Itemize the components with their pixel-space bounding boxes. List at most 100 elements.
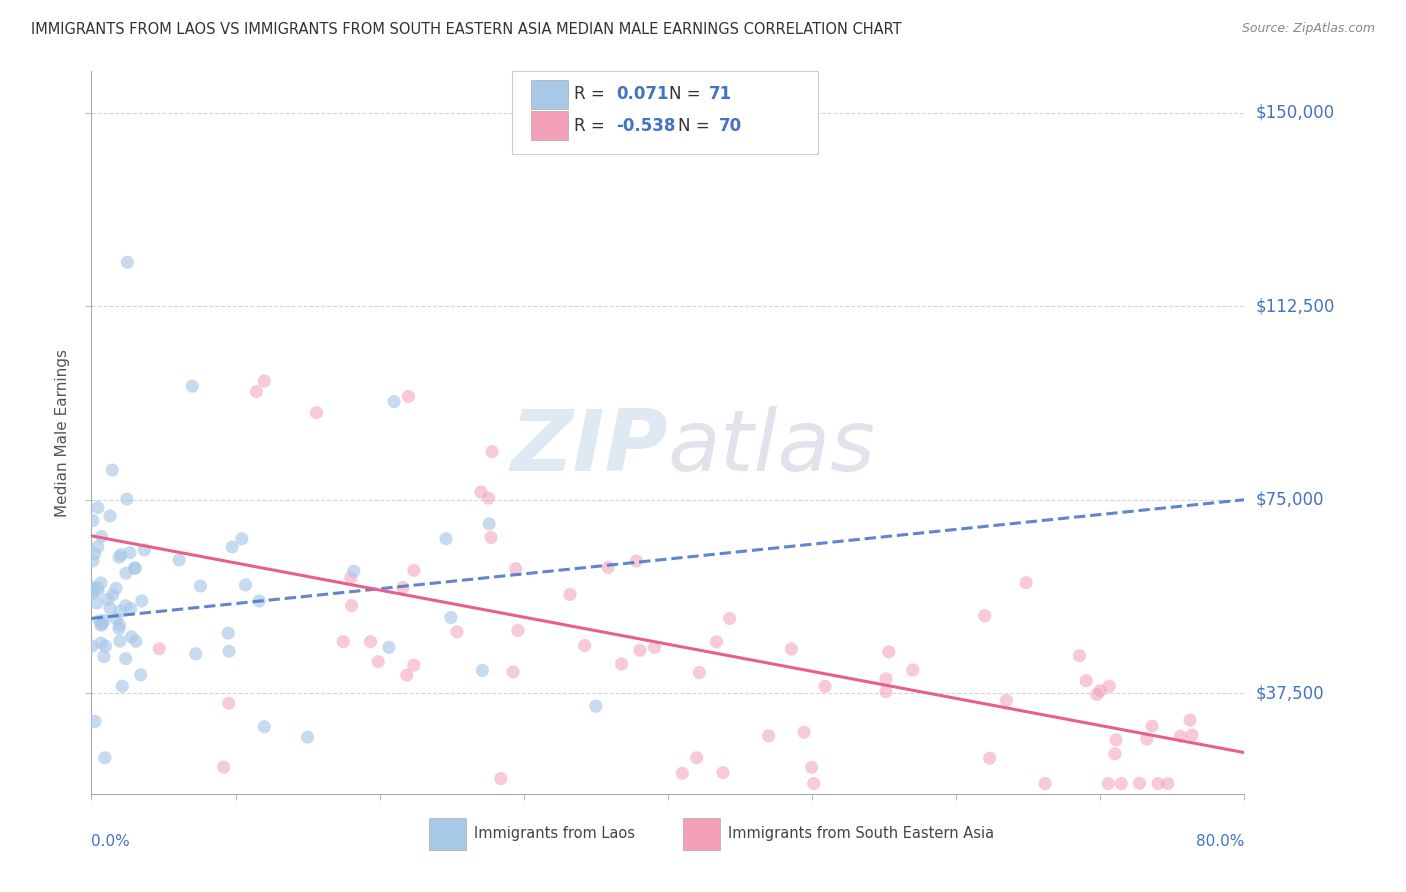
Point: [1097, 776, 1119, 790]
Point: [378, 640, 401, 655]
Point: [87, 583, 110, 598]
Point: [979, 751, 1001, 765]
Point: [1136, 732, 1159, 747]
Point: [97, 592, 120, 607]
Point: [101, 588, 124, 602]
Point: [90, 618, 112, 632]
FancyBboxPatch shape: [512, 70, 818, 154]
Text: $150,000: $150,000: [1256, 103, 1334, 121]
Point: [396, 389, 419, 403]
Point: [94, 751, 117, 765]
Point: [120, 601, 142, 615]
Point: [685, 751, 707, 765]
Point: [502, 665, 524, 679]
Point: [148, 641, 170, 656]
Point: [711, 765, 734, 780]
Point: [585, 699, 607, 714]
Point: [382, 394, 405, 409]
Text: ZIP: ZIP: [510, 406, 668, 489]
Text: 70: 70: [718, 117, 742, 135]
Point: [131, 594, 153, 608]
Point: [90, 576, 112, 591]
Point: [80, 639, 103, 653]
Point: [94, 639, 117, 653]
Text: 0.071: 0.071: [616, 86, 668, 103]
Point: [471, 664, 494, 678]
Text: R =: R =: [575, 86, 610, 103]
Point: [93, 614, 115, 628]
Text: N =: N =: [678, 117, 716, 135]
Point: [84, 714, 107, 729]
Point: [218, 696, 240, 710]
Point: [489, 772, 512, 786]
Point: [506, 624, 529, 638]
Point: [1098, 679, 1121, 693]
Point: [470, 485, 492, 500]
Point: [706, 635, 728, 649]
Point: [574, 639, 596, 653]
Point: [90, 529, 112, 543]
Point: [800, 760, 823, 774]
Point: [125, 634, 148, 648]
Text: Immigrants from Laos: Immigrants from Laos: [474, 826, 636, 841]
Point: [558, 587, 581, 601]
Point: [82, 554, 104, 568]
Point: [1170, 729, 1192, 743]
Point: [167, 553, 190, 567]
Text: R =: R =: [575, 117, 610, 135]
Point: [1069, 648, 1091, 663]
Text: 71: 71: [710, 86, 733, 103]
Point: [505, 561, 527, 575]
Point: [253, 720, 276, 734]
Point: [110, 604, 132, 618]
Point: [671, 766, 693, 780]
Point: [343, 564, 366, 578]
Point: [90, 636, 112, 650]
Point: [402, 563, 425, 577]
Point: [115, 566, 138, 581]
Point: [481, 444, 503, 458]
Point: [803, 776, 825, 790]
Point: [89, 614, 111, 628]
Point: [1140, 719, 1163, 733]
Point: [780, 642, 803, 657]
Point: [115, 492, 138, 507]
Point: [359, 634, 381, 648]
Point: [121, 630, 143, 644]
Point: [181, 379, 204, 393]
Point: [108, 622, 131, 636]
Text: Immigrants from South Eastern Asia: Immigrants from South Eastern Asia: [728, 826, 994, 841]
Point: [477, 491, 499, 505]
Point: [402, 658, 425, 673]
Point: [98, 601, 121, 615]
Point: [305, 406, 328, 420]
Point: [297, 730, 319, 744]
Point: [231, 532, 253, 546]
Point: [91, 617, 114, 632]
Point: [108, 634, 131, 648]
Point: [440, 610, 463, 624]
Point: [221, 540, 243, 554]
Text: -0.538: -0.538: [616, 117, 675, 135]
Point: [1181, 728, 1204, 742]
Point: [392, 581, 415, 595]
Point: [82, 514, 104, 528]
Point: [108, 618, 131, 632]
Text: Source: ZipAtlas.com: Source: ZipAtlas.com: [1241, 22, 1375, 36]
Point: [1147, 776, 1170, 790]
Point: [973, 608, 995, 623]
Point: [114, 599, 136, 613]
Point: [1111, 776, 1133, 790]
Point: [1076, 673, 1098, 688]
Point: [245, 384, 267, 399]
Point: [117, 255, 139, 269]
Point: [86, 581, 108, 595]
Point: [340, 599, 363, 613]
Point: [688, 665, 710, 680]
Point: [758, 729, 780, 743]
Text: atlas: atlas: [668, 406, 876, 489]
Point: [118, 546, 141, 560]
Text: IMMIGRANTS FROM LAOS VS IMMIGRANTS FROM SOUTH EASTERN ASIA MEDIAN MALE EARNINGS : IMMIGRANTS FROM LAOS VS IMMIGRANTS FROM …: [31, 22, 901, 37]
Point: [877, 645, 900, 659]
Point: [814, 679, 837, 693]
